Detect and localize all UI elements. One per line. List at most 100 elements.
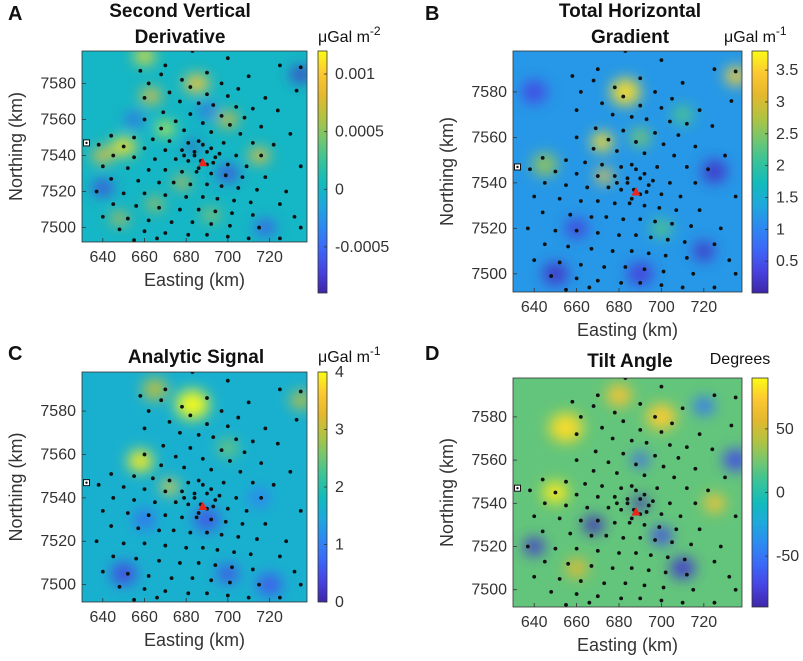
survey-point [712,393,717,398]
x-tick-label: 640 [89,249,116,266]
survey-point [205,530,209,535]
anomaly-blob [111,212,128,225]
survey-point [205,232,209,237]
survey-point [146,513,151,518]
survey-point [557,577,562,581]
panel-title: Total Horizontal [559,1,701,22]
survey-point [288,131,293,136]
survey-point [653,90,657,94]
anomaly-blob [127,449,153,473]
survey-point [634,140,638,144]
survey-point [244,164,249,169]
anomaly-blob [549,412,583,443]
anomaly-blob [92,180,114,196]
survey-point [574,135,579,140]
survey-point [663,253,668,258]
survey-point [236,415,241,420]
survey-point [209,578,214,583]
survey-point [629,249,634,253]
anomaly-blob [142,378,168,401]
survey-point [132,238,136,242]
survey-point [661,585,666,590]
survey-point [651,178,655,183]
survey-point [259,495,264,500]
survey-point [670,540,674,545]
anomaly-blob [248,488,270,508]
survey-point [638,497,643,501]
survey-point [621,419,626,424]
survey-point [553,169,558,174]
anomaly-blob [217,564,239,584]
survey-point [593,126,598,131]
survey-point [219,532,224,537]
survey-point [672,475,677,480]
survey-point [173,157,178,162]
survey-point [614,149,619,153]
survey-point [621,217,626,222]
survey-point [595,393,600,398]
survey-point [629,516,634,521]
survey-point [623,581,628,586]
panel-letter: C [8,343,22,365]
survey-point [294,417,299,422]
survey-point [209,146,214,151]
survey-point [642,203,647,208]
survey-point [190,576,195,581]
survey-point [727,258,732,263]
anomaly-blob [175,389,210,420]
survey-point [278,236,282,241]
survey-point [200,456,205,461]
survey-point [217,151,222,156]
survey-point [142,487,147,492]
survey-point [629,438,634,443]
survey-point [228,223,232,228]
survey-point [161,110,166,115]
survey-point [180,148,184,153]
survey-point [557,196,562,201]
survey-point [188,112,193,116]
anomaly-blob [217,438,239,458]
anomaly-blob [703,494,726,513]
colorbar [751,50,769,294]
survey-point [255,537,259,541]
survey-point [638,176,643,181]
survey-point [532,258,537,263]
survey-point [211,435,216,439]
survey-point [638,596,643,601]
x-tick-label: 680 [606,299,633,316]
survey-point [629,484,634,488]
anomaly-blob [606,384,632,407]
colorbar-tick-label: 2 [776,158,785,175]
survey-point [200,142,205,147]
survey-point [200,121,205,125]
survey-point [593,449,598,454]
x-tick-label: 660 [131,249,158,266]
y-tick-label: 7500 [40,577,76,594]
survey-point [173,119,178,124]
survey-point [710,447,715,452]
survey-point [612,201,617,206]
survey-point [230,211,234,216]
survey-point [578,518,583,523]
survey-point [205,396,209,400]
survey-point [606,185,611,190]
y-axis-label: Northing (km) [437,117,457,226]
survey-point [610,249,615,253]
survey-point [257,582,261,587]
survey-points [525,378,738,607]
survey-point [680,406,685,411]
panel-title: Gradient [591,27,670,48]
survey-point [186,232,191,237]
anomaly-blob [542,262,569,286]
survey-point [159,398,164,403]
survey-point [163,543,168,548]
survey-point [642,473,647,478]
y-tick-label: 7520 [471,539,507,556]
survey-point [659,58,664,62]
survey-point [221,480,226,485]
survey-point [263,426,268,431]
anomaly-blob [173,176,191,189]
survey-point [528,167,532,172]
survey-point [159,126,164,131]
x-axis-label: Easting (km) [144,630,245,650]
